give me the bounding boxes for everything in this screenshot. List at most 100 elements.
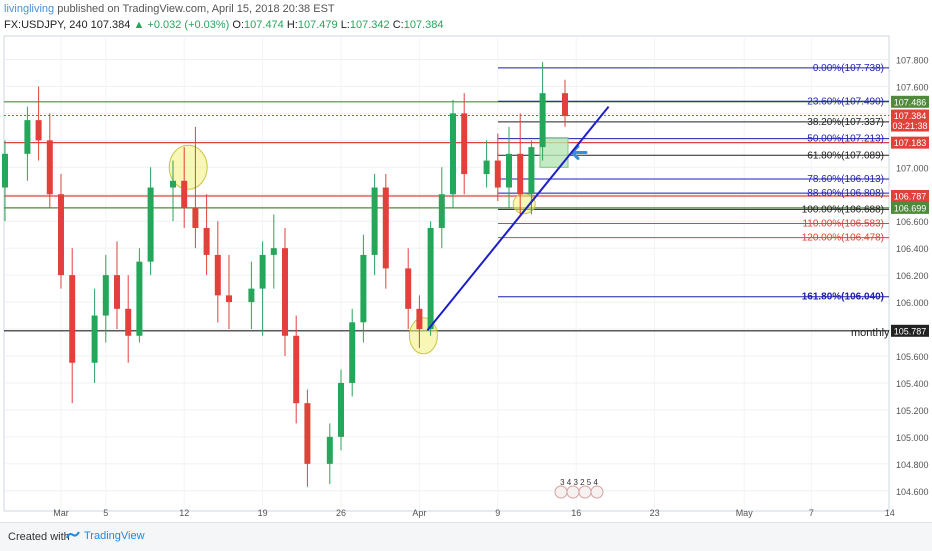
price-tags: 107.486107.38403:21:38107.183106.787106.… — [891, 95, 929, 337]
candle-body — [125, 308, 132, 336]
candle-body — [136, 261, 143, 336]
candle-body — [382, 187, 389, 269]
event-counts: 3 4 3 2 5 4 — [560, 478, 598, 487]
publish-info: livingliving published on TradingView.co… — [4, 3, 335, 15]
fib-label: 78.60%(106.913) — [807, 174, 884, 185]
candle-body — [214, 254, 221, 296]
candle-body — [192, 207, 199, 228]
fib-label: 61.80%(107.089) — [807, 150, 884, 161]
time-tick-label: May — [736, 508, 754, 518]
candle-body — [114, 275, 120, 309]
symbol[interactable]: FX:USDJPY, 240 — [4, 19, 88, 31]
high-value: 107.479 — [297, 19, 338, 31]
price-tick-label: 107.800 — [896, 55, 929, 65]
candle-body — [259, 254, 266, 289]
time-tick-label: 26 — [336, 508, 346, 518]
time-tick-label: 19 — [258, 508, 268, 518]
candle-body — [170, 180, 176, 188]
footer: Created with TradingView — [0, 522, 932, 551]
price-tag — [891, 95, 929, 108]
candles — [2, 62, 568, 487]
price-tick-label: 104.600 — [896, 487, 929, 497]
price-tick-label: 106.600 — [896, 217, 929, 227]
fib-label: 110.00%(106.583) — [802, 219, 884, 230]
candle-body — [506, 153, 512, 188]
trendline-line[interactable] — [426, 106, 610, 332]
candle-body — [24, 120, 31, 154]
author-link[interactable]: livingliving — [4, 3, 55, 15]
price-tag — [891, 109, 929, 122]
tradingview-link[interactable]: TradingView — [84, 530, 145, 542]
time-tick-label: 23 — [650, 508, 660, 518]
low-value: 107.342 — [349, 19, 390, 31]
trendline[interactable] — [426, 106, 610, 332]
price-tag-label: 107.183 — [894, 138, 927, 148]
event-flag-icon[interactable] — [590, 485, 604, 499]
highlight-circle[interactable] — [512, 193, 536, 215]
price-change: ▲ +0.032 (+0.03%) — [133, 19, 230, 31]
candle-body — [282, 248, 288, 336]
price-tick-label: 105.000 — [896, 433, 929, 443]
candle-body — [528, 147, 535, 195]
event-flag-icon[interactable] — [554, 485, 568, 499]
candle-body — [102, 275, 109, 316]
candle-body — [35, 120, 42, 141]
price-tick-label: 107.600 — [896, 82, 929, 92]
price-tick-label: 106.000 — [896, 298, 929, 308]
fib-label: 120.00%(106.478) — [802, 233, 884, 244]
candle-body — [293, 335, 300, 404]
price-tick-label: 107.000 — [896, 163, 929, 173]
open-value: 107.474 — [244, 19, 284, 31]
fib-label: 0.00%(107.738) — [813, 63, 884, 74]
candle-body — [46, 140, 53, 195]
high-label: H: — [286, 19, 298, 31]
price-tick-label: 106.400 — [896, 244, 929, 254]
time-tick-label: 9 — [495, 508, 500, 518]
price-tag — [891, 136, 929, 149]
publish-text: published on TradingView.com, April 15, … — [57, 3, 335, 15]
price-tick-label: 106.200 — [896, 271, 929, 281]
candle-body — [2, 153, 8, 188]
price-tick-label: 105.200 — [896, 406, 929, 416]
price-tag-label: 106.787 — [894, 192, 927, 202]
price-tag — [891, 201, 929, 214]
time-axis: Mar 5 12 19 26 Apr 9 16 23 May 7 14 — [53, 508, 895, 518]
highlight-circle[interactable] — [168, 144, 208, 190]
candle-body — [427, 227, 434, 330]
candle-body — [371, 187, 378, 255]
candlestick-chart[interactable]: 0.00%(107.738) 23.60%(107.490) 38.20%(107.… — [0, 0, 932, 522]
event-flag-icon[interactable] — [566, 485, 580, 499]
event-flag-icon[interactable] — [578, 485, 592, 499]
time-tick-label: 16 — [571, 508, 581, 518]
candle-body — [270, 248, 277, 255]
fib-label: 38.20%(107.337) — [807, 117, 884, 128]
price-tag — [891, 190, 929, 203]
created-with-text: Created with — [8, 531, 70, 543]
time-tick-label: 12 — [179, 508, 189, 518]
candle-body — [517, 153, 524, 195]
candle-body — [58, 194, 64, 276]
candle-body — [416, 308, 423, 330]
economic-events[interactable]: 3 4 3 2 5 4 — [554, 478, 604, 499]
candle-body — [539, 93, 546, 148]
price-tag-label: 106.699 — [894, 203, 927, 213]
tradingview-logo-icon — [66, 531, 80, 539]
fibonacci-retracement: 0.00%(107.738) 23.60%(107.490) 38.20%(107.… — [498, 63, 889, 303]
time-tick-label: 14 — [885, 508, 895, 518]
price-tick-label: 105.600 — [896, 352, 929, 362]
time-tick-label: 7 — [809, 508, 814, 518]
price-tag — [891, 324, 929, 337]
symbol-info: FX:USDJPY, 240 107.384 ▲ +0.032 (+0.03%)… — [4, 19, 443, 31]
candle-body — [226, 295, 232, 303]
candle-body — [181, 180, 188, 208]
last-price: 107.384 — [90, 19, 131, 31]
price-tag-label: 107.384 — [894, 111, 927, 121]
fib-label: 100.00%(106.688) — [802, 204, 884, 215]
candle-body — [91, 315, 98, 363]
candle-body — [360, 254, 367, 323]
close-value: 107.384 — [403, 19, 444, 31]
candle-body — [405, 268, 412, 309]
time-tick-label: 5 — [103, 508, 108, 518]
candle-body — [483, 160, 490, 175]
fib-label: 88.60%(106.808) — [807, 188, 884, 199]
